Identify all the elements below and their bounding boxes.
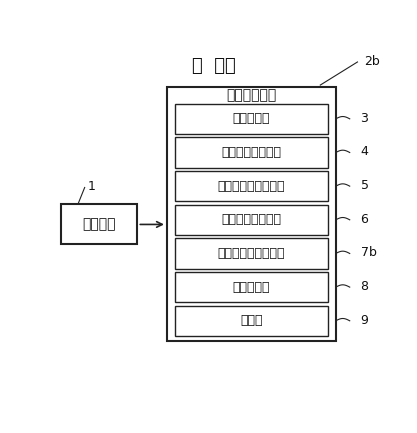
Text: 識別候補領域抽出部: 識別候補領域抽出部 (218, 180, 285, 193)
Text: 3: 3 (361, 112, 369, 125)
Text: 画像変換方法決定部: 画像変換方法決定部 (218, 247, 285, 260)
Text: 三次元情報取得部: 三次元情報取得部 (221, 146, 281, 159)
Bar (175, 238, 328, 269)
Bar (175, 137, 328, 168)
Text: 識別器情報取得部: 識別器情報取得部 (221, 213, 281, 226)
Text: 2b: 2b (364, 55, 379, 68)
Text: 8: 8 (361, 280, 369, 293)
Text: 7b: 7b (361, 246, 377, 259)
Text: 4: 4 (361, 145, 369, 158)
Text: 画像取得部: 画像取得部 (233, 112, 270, 125)
Text: 画像変換部: 画像変換部 (233, 281, 270, 294)
Bar (175, 171, 328, 201)
Bar (61, 204, 137, 245)
Bar (175, 204, 328, 235)
Text: 5: 5 (361, 179, 369, 192)
Text: 9: 9 (361, 313, 369, 326)
Bar (175, 103, 328, 134)
Text: 1: 1 (88, 180, 95, 193)
Bar (175, 306, 328, 336)
Bar (167, 87, 336, 341)
Bar (175, 272, 328, 302)
Text: 撮像装置: 撮像装置 (83, 217, 116, 232)
Text: 識別部: 識別部 (240, 314, 263, 327)
Text: 物体検出装置: 物体検出装置 (226, 88, 276, 102)
Text: 図  １０: 図 １０ (192, 57, 236, 75)
Text: 6: 6 (361, 213, 369, 226)
